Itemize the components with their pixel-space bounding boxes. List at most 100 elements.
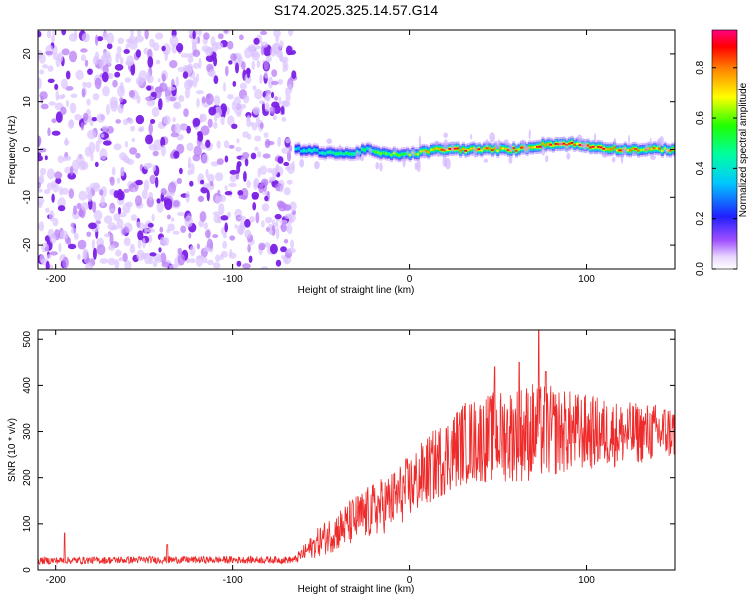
- noise-blob: [122, 252, 128, 263]
- noise-blob: [128, 90, 135, 98]
- noise-blob: [257, 167, 261, 178]
- noise-blob: [91, 117, 98, 122]
- track-fringe: [577, 134, 583, 144]
- signal-track-segment: [456, 147, 460, 150]
- noise-blob: [38, 155, 43, 162]
- track-fringe: [299, 158, 305, 168]
- noise-blob: [196, 255, 205, 260]
- noise-blob: [106, 32, 115, 45]
- noise-blob: [148, 191, 154, 201]
- noise-blob: [109, 208, 116, 213]
- noise-blob: [155, 32, 164, 40]
- signal-track-segment: [440, 148, 444, 151]
- noise-blob: [46, 182, 54, 191]
- noise-blob: [179, 167, 183, 175]
- track-fringe: [434, 140, 440, 146]
- snr-frame: [37, 329, 676, 571]
- noise-blob: [220, 215, 229, 221]
- noise-blob: [230, 53, 237, 61]
- noise-blob: [192, 49, 201, 57]
- noise-blob: [70, 222, 76, 228]
- noise-blob: [165, 95, 171, 103]
- track-fringe: [620, 153, 624, 164]
- noise-blob: [203, 222, 208, 230]
- noise-blob: [200, 125, 210, 136]
- signal-track-segment: [573, 143, 577, 146]
- noise-blob: [207, 118, 213, 128]
- noise-blob: [137, 238, 142, 249]
- signal-track-segment: [490, 149, 495, 152]
- noise-blob: [116, 218, 124, 229]
- noise-blob: [261, 203, 270, 212]
- track-fringe: [644, 143, 650, 152]
- noise-blob: [81, 88, 86, 98]
- noise-blob: [206, 93, 211, 100]
- track-fringe: [436, 152, 441, 158]
- colorbar-label: Normalized spectral amplitude: [738, 82, 749, 217]
- noise-blob: [61, 187, 69, 195]
- noise-blob: [69, 102, 77, 114]
- noise-blob: [123, 118, 129, 126]
- noise-blob: [206, 189, 210, 202]
- track-fringe: [406, 149, 410, 156]
- noise-blob: [109, 72, 114, 80]
- noise-blob: [164, 198, 173, 211]
- track-fringe: [632, 151, 636, 157]
- x-tick-label: 100: [578, 274, 595, 285]
- noise-blob: [196, 98, 200, 108]
- noise-blob: [169, 152, 175, 159]
- noise-blob: [80, 121, 85, 131]
- signal-track-segment: [628, 149, 633, 152]
- noise-blob: [216, 140, 221, 149]
- noise-blob: [190, 163, 195, 175]
- noise-blob: [242, 263, 251, 269]
- signal-track-segment: [602, 147, 606, 150]
- signal-track-segment: [578, 144, 582, 147]
- noise-blob: [167, 191, 175, 197]
- noise-blob: [176, 177, 182, 185]
- track-fringe: [368, 147, 373, 154]
- signal-track-segment: [477, 148, 481, 151]
- noise-blob: [229, 174, 237, 183]
- noise-blob: [241, 152, 250, 159]
- track-fringe: [541, 146, 546, 156]
- noise-blob: [191, 36, 199, 45]
- noise-blob: [204, 47, 213, 57]
- track-fringe: [443, 139, 449, 151]
- noise-blob: [143, 179, 150, 192]
- noise-blob: [100, 195, 105, 207]
- noise-blob: [67, 119, 75, 129]
- noise-blob: [287, 163, 295, 174]
- noise-blob: [96, 113, 105, 123]
- noise-blob: [74, 114, 82, 121]
- signal-track-segment: [313, 148, 317, 151]
- noise-blob: [88, 222, 97, 230]
- noise-blob: [274, 96, 279, 101]
- noise-blob: [101, 125, 109, 132]
- signal-track-segment: [429, 148, 433, 151]
- noise-blob: [161, 45, 166, 52]
- x-tick-label: 0: [407, 575, 413, 586]
- noise-blob: [213, 214, 221, 224]
- colorbar-tick-label: 0.8: [695, 60, 706, 74]
- signal-track-segment: [432, 148, 436, 151]
- signal-track-segment: [437, 148, 441, 151]
- noise-blob: [144, 252, 152, 265]
- noise-blob: [38, 136, 41, 148]
- noise-blob: [157, 78, 161, 83]
- noise-blob: [233, 96, 241, 107]
- noise-blob: [109, 176, 115, 186]
- track-fringe: [418, 135, 421, 148]
- noise-blob: [155, 59, 161, 65]
- signal-track-segment: [501, 147, 505, 150]
- signal-track-segment: [498, 147, 502, 150]
- noise-blob: [227, 115, 235, 127]
- noise-blob: [273, 42, 281, 55]
- colorbar-ticks: 0.0 0.2 0.4 0.6 0.8: [695, 60, 737, 276]
- track-fringe: [566, 152, 571, 160]
- noise-blob: [114, 64, 124, 71]
- noise-blob: [222, 234, 227, 239]
- snr-x-axis-label: Height of straight line (km): [298, 584, 415, 595]
- noise-blob: [228, 182, 237, 188]
- noise-blob: [117, 207, 122, 215]
